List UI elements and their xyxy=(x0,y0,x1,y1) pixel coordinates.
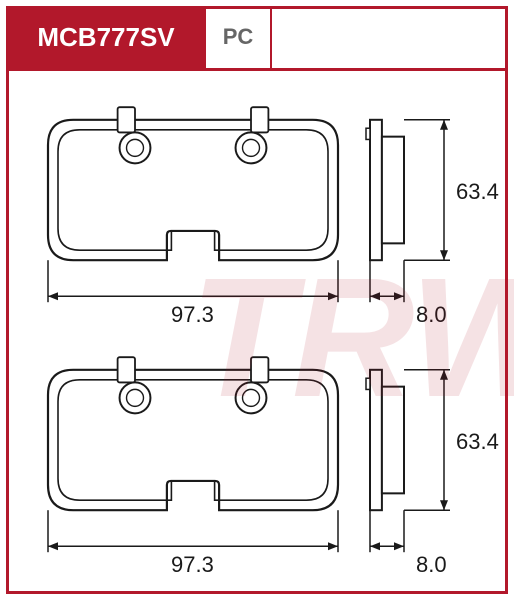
dim-height-label: 63.4 xyxy=(456,429,499,455)
pad-side-view xyxy=(366,370,404,510)
dim-width-label: 97.3 xyxy=(171,552,214,578)
dim-thickness-label: 8.0 xyxy=(416,552,447,578)
diagram-area: 63.497.38.063.497.38.0 xyxy=(0,0,514,600)
pad-face-view xyxy=(48,357,338,510)
brake-pad-drawing xyxy=(0,0,514,600)
